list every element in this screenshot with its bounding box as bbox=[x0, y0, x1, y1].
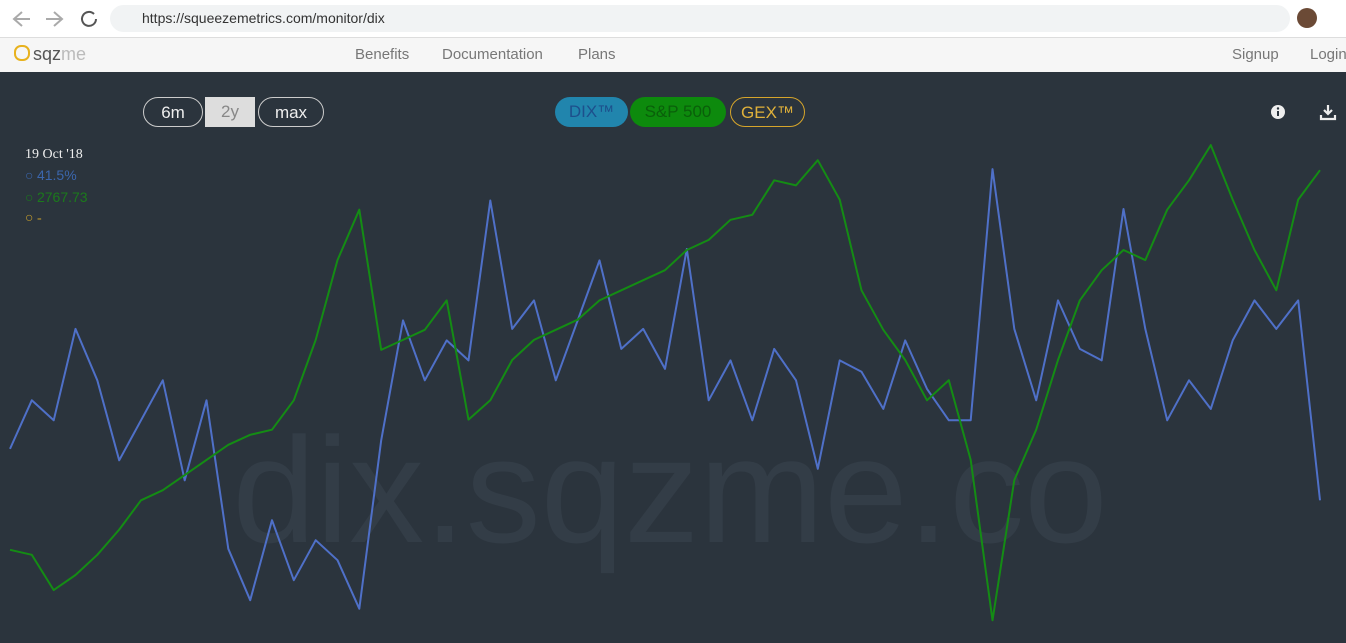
logo-text: me bbox=[61, 44, 87, 64]
legend-button[interactable]: GEX™ bbox=[730, 97, 805, 127]
site-nav: sqzme Benefits Documentation Plans Signu… bbox=[0, 38, 1346, 72]
chart: dix.sqzme.co bbox=[9, 144, 1321, 622]
tooltip-date: 19 Oct '18 bbox=[25, 147, 83, 162]
tooltip-dix: ○ 41.5% bbox=[25, 167, 77, 184]
nav-link[interactable]: Documentation bbox=[442, 46, 543, 63]
series-line bbox=[9, 144, 1321, 622]
tooltip-value: 2767.73 bbox=[36, 189, 88, 205]
watermark: dix.sqzme.co bbox=[232, 406, 1107, 574]
logo[interactable]: sqzme bbox=[14, 44, 86, 65]
tooltip-gex: ○ - bbox=[25, 211, 42, 226]
tooltip-value: - bbox=[36, 211, 42, 226]
legend-button[interactable]: DIX™ bbox=[555, 97, 628, 127]
nav-link[interactable]: Plans bbox=[578, 46, 616, 63]
browser-bar: https://squeezemetrics.com/monitor/dix bbox=[0, 0, 1346, 38]
nav-link[interactable]: Signup bbox=[1232, 46, 1279, 63]
tool-icons[interactable] bbox=[1270, 104, 1340, 122]
range-button[interactable]: 6m bbox=[143, 97, 203, 127]
range-button[interactable]: 2y bbox=[205, 97, 255, 127]
tooltip-value: 41.5% bbox=[36, 167, 77, 183]
range-button[interactable]: max bbox=[258, 97, 324, 127]
nav-link[interactable]: Benefits bbox=[355, 46, 410, 63]
tooltip: 19 Oct '18 ○ 41.5% ○ 2767.73 ○ - bbox=[25, 145, 88, 229]
logo-text: sqz bbox=[33, 44, 62, 64]
series-line bbox=[9, 168, 1321, 610]
url-field[interactable]: https://squeezemetrics.com/monitor/dix bbox=[110, 5, 1290, 32]
avatar[interactable] bbox=[1297, 8, 1317, 28]
legend-button[interactable]: S&P 500 bbox=[630, 97, 726, 127]
browser-nav-icons bbox=[12, 10, 97, 27]
nav-link[interactable]: Login bbox=[1310, 46, 1346, 63]
tooltip-spx: ○ 2767.73 bbox=[25, 189, 88, 206]
